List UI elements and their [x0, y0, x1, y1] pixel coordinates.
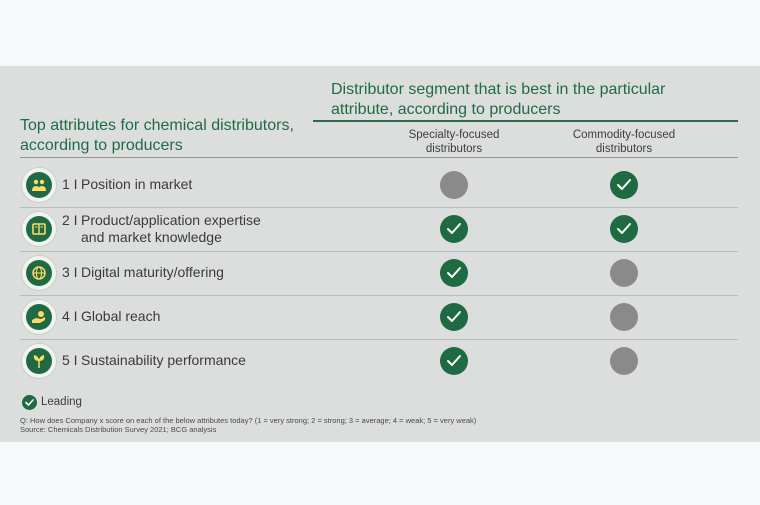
check-icon: [447, 267, 461, 278]
row-4-commodity-mark: [610, 303, 638, 331]
attribute-row-5: 5 I Sustainability performance: [20, 339, 738, 383]
check-icon: [617, 223, 631, 234]
row-5-specialty-mark: [440, 347, 468, 375]
column-header-commodity: Commodity-focused distributors: [572, 129, 676, 155]
segment-title-rule: [313, 120, 738, 122]
row-3-specialty-mark: [440, 259, 468, 287]
row-2-badge: [21, 211, 57, 247]
row-1-badge: [21, 167, 57, 203]
people-icon: [26, 172, 52, 198]
check-icon: [447, 311, 461, 322]
row-3-commodity-mark: [610, 259, 638, 287]
row-1-specialty-mark: [440, 171, 468, 199]
row-5-badge: [21, 343, 57, 379]
hand-coin-icon: [26, 304, 52, 330]
segment-title: Distributor segment that is best in the …: [331, 81, 666, 118]
attribute-row-2: 2 I Product/application expertise and mark…: [20, 207, 738, 252]
column-header-specialty: Specialty-focused distributors: [408, 129, 500, 155]
leaf-icon: [26, 348, 52, 374]
row-5-label: 5 I Sustainability performance: [62, 352, 246, 368]
row-3-badge: [21, 255, 57, 291]
legend-label: Leading: [41, 396, 82, 408]
footnote-question: Q: How does Company x score on each of t…: [20, 416, 477, 425]
row-5-commodity-mark: [610, 347, 638, 375]
row-4-label: 4 I Global reach: [62, 308, 161, 324]
attribute-row-1: 1 I Position in market: [20, 163, 738, 208]
row-1-commodity-mark: [610, 171, 638, 199]
legend-check-icon: [22, 395, 37, 410]
check-icon: [617, 179, 631, 190]
row-3-label: 3 I Digital maturity/offering: [62, 264, 224, 280]
attribute-row-4: 4 I Global reach: [20, 295, 738, 340]
row-1-label: 1 I Position in market: [62, 176, 193, 192]
row-2-label: 2 I Product/application expertise and mark…: [62, 212, 261, 245]
globe-icon: [26, 260, 52, 286]
footnote-source: Source: Chemicals Distribution Survey 20…: [20, 425, 217, 434]
row-2-commodity-mark: [610, 215, 638, 243]
row-2-specialty-mark: [440, 215, 468, 243]
attribute-row-3: 3 I Digital maturity/offering: [20, 251, 738, 296]
check-icon: [447, 223, 461, 234]
header-divider: [20, 157, 738, 158]
check-icon: [447, 355, 461, 366]
row-4-specialty-mark: [440, 303, 468, 331]
comparison-panel: Distributor segment that is best in the …: [0, 66, 760, 442]
attributes-title: Top attributes for chemical distributors…: [20, 117, 294, 154]
row-4-badge: [21, 299, 57, 335]
book-icon: [26, 216, 52, 242]
